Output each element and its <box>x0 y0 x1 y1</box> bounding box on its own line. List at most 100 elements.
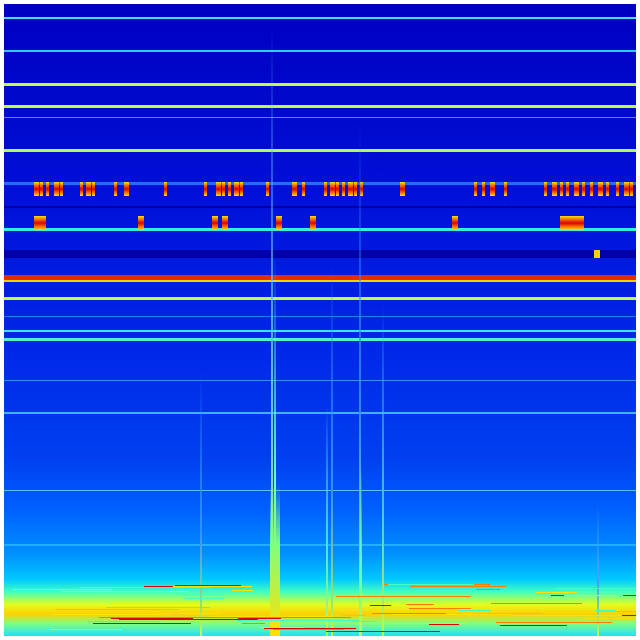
signal-burst <box>606 182 609 196</box>
signal-burst <box>504 182 507 196</box>
signal-burst <box>594 250 600 258</box>
signal-burst <box>240 182 243 196</box>
noise-streak <box>352 621 376 622</box>
signal-burst <box>452 216 458 230</box>
noise-streak <box>242 623 265 624</box>
signal-burst <box>216 182 221 196</box>
signal-burst <box>348 182 353 196</box>
signal-burst <box>40 216 46 230</box>
noise-streak <box>458 610 490 611</box>
signal-burst <box>164 182 167 196</box>
noise-streak <box>56 609 179 610</box>
signal-burst <box>578 216 584 230</box>
signal-burst <box>222 216 228 230</box>
signal-burst <box>212 216 218 230</box>
noise-streak <box>49 629 122 630</box>
noise-streak <box>476 589 500 590</box>
signal-burst <box>544 182 547 196</box>
noise-streak <box>583 618 636 619</box>
signal-burst <box>80 182 83 196</box>
horizontal-line <box>4 17 636 19</box>
horizontal-line <box>4 149 636 152</box>
noise-streak <box>87 621 161 622</box>
horizontal-line <box>4 182 636 185</box>
noise-streak <box>79 587 211 588</box>
noise-streak <box>429 624 459 625</box>
noise-streak <box>564 595 623 596</box>
noise-streak <box>409 608 471 609</box>
vertical-line <box>326 404 328 636</box>
signal-burst <box>598 182 603 196</box>
horizontal-line <box>4 338 636 341</box>
noise-streak <box>336 596 471 597</box>
signal-burst <box>574 182 579 196</box>
noise-streak <box>99 617 234 618</box>
noise-streak <box>555 588 636 589</box>
noise-streak <box>210 616 333 617</box>
signal-burst <box>54 182 59 196</box>
noise-streak <box>61 591 188 592</box>
horizontal-line <box>4 250 636 258</box>
horizontal-line <box>4 490 636 491</box>
signal-burst <box>560 182 563 196</box>
vertical-line <box>360 464 362 636</box>
signal-burst <box>292 182 297 196</box>
noise-streak <box>475 613 541 614</box>
horizontal-line <box>4 117 636 118</box>
noise-streak <box>119 619 258 620</box>
horizontal-line <box>4 228 636 231</box>
signal-burst <box>482 182 485 196</box>
horizontal-line <box>4 316 636 317</box>
signal-burst <box>302 182 305 196</box>
noise-streak <box>341 615 366 616</box>
noise-streak <box>500 625 567 626</box>
signal-burst <box>222 182 225 196</box>
signal-burst <box>552 182 557 196</box>
signal-burst <box>342 182 345 196</box>
signal-burst <box>566 182 569 196</box>
noise-streak <box>388 584 474 585</box>
signal-burst <box>46 182 49 196</box>
signal-burst <box>624 182 629 196</box>
horizontal-line <box>4 297 636 300</box>
signal-burst <box>400 182 405 196</box>
noise-streak <box>391 614 511 615</box>
noise-streak <box>185 598 224 599</box>
vertical-line <box>597 504 599 636</box>
horizontal-line <box>4 83 636 86</box>
signal-burst <box>354 182 357 196</box>
signal-burst <box>34 182 39 196</box>
noise-streak <box>496 622 612 623</box>
noise-streak <box>326 631 440 632</box>
noise-streak <box>178 594 223 595</box>
noise-streak <box>491 603 582 604</box>
horizontal-line <box>4 544 636 546</box>
horizontal-line <box>4 412 636 414</box>
spectrogram-image <box>4 4 636 636</box>
horizontal-line <box>4 280 636 282</box>
noise-streak <box>372 613 446 614</box>
signal-burst <box>616 182 619 196</box>
horizontal-line <box>4 50 636 52</box>
signal-burst <box>490 182 495 196</box>
noise-streak <box>106 607 210 608</box>
noise-streak <box>273 629 344 630</box>
noise-streak <box>232 590 253 591</box>
signal-burst <box>310 216 316 230</box>
signal-burst <box>92 182 95 196</box>
noise-streak <box>410 586 506 587</box>
noise-streak <box>536 592 577 593</box>
noise-streak <box>51 614 171 615</box>
horizontal-line <box>4 380 636 381</box>
noise-streak <box>93 623 191 624</box>
signal-burst <box>324 182 327 196</box>
vertical-line <box>270 484 280 636</box>
noise-streak <box>370 605 391 606</box>
signal-burst <box>336 182 339 196</box>
signal-burst <box>590 182 593 196</box>
signal-burst <box>124 182 129 196</box>
signal-burst <box>86 182 91 196</box>
vertical-line <box>200 374 202 636</box>
horizontal-line <box>4 206 636 208</box>
horizontal-line <box>4 105 636 108</box>
